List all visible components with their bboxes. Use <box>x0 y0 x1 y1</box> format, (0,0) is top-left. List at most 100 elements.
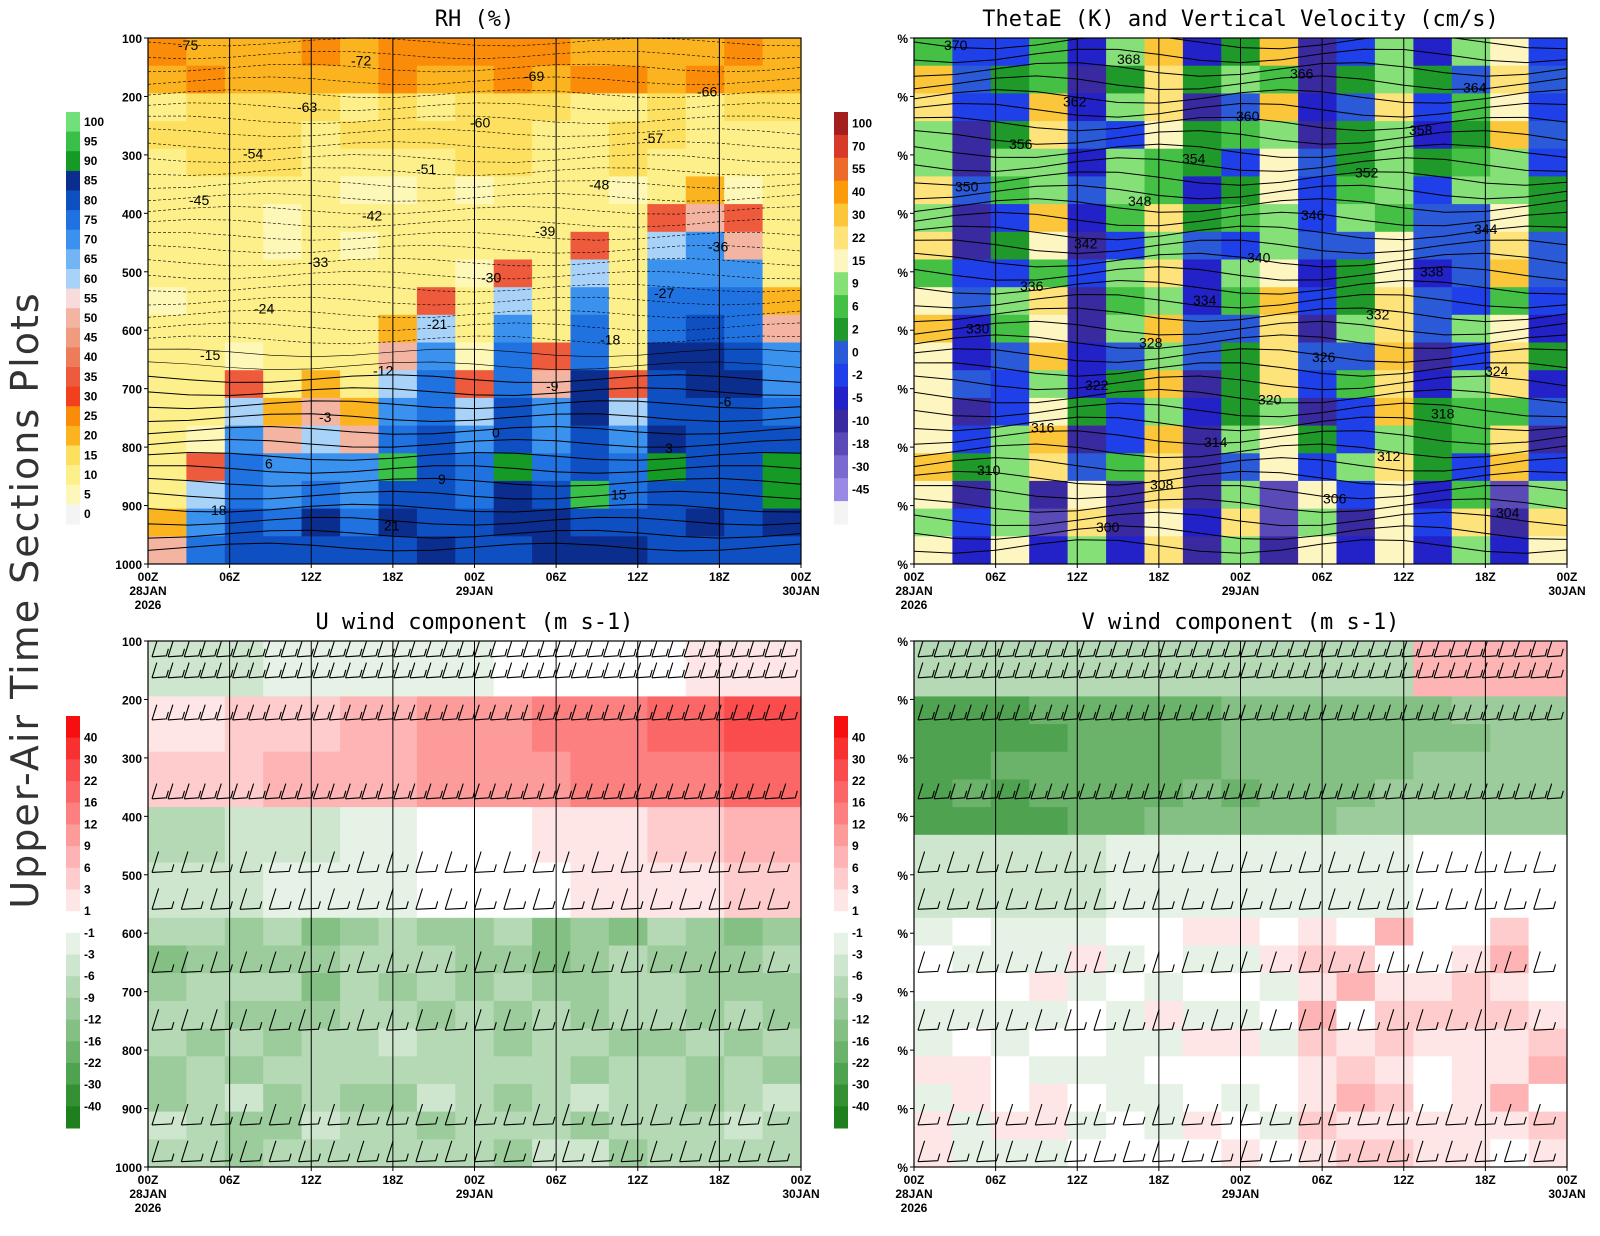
field-cell <box>608 917 649 947</box>
wind-barb <box>239 1009 263 1031</box>
wind-barb <box>409 641 427 658</box>
colorbar-swatch <box>834 134 848 159</box>
wind-barb <box>1474 888 1498 910</box>
field-cell <box>1298 176 1338 205</box>
wind-barb <box>1078 704 1097 721</box>
field-cell <box>1067 973 1107 1002</box>
field-cell <box>1182 314 1223 344</box>
wind-barb <box>1122 851 1146 873</box>
field-cell <box>762 696 801 725</box>
field-cell <box>685 1028 725 1058</box>
field-cell <box>1336 807 1376 836</box>
field-cell <box>1336 1083 1376 1113</box>
field-cell <box>914 1056 954 1085</box>
field-cell <box>416 1139 457 1167</box>
field-cell <box>378 287 418 316</box>
colorbar-swatch <box>834 272 848 296</box>
field-cell <box>1259 668 1299 698</box>
wind-barb <box>503 851 527 873</box>
contour-label: -72 <box>351 53 371 69</box>
wind-barb <box>1445 951 1469 973</box>
field-cell <box>378 93 418 122</box>
field-cell <box>1528 1056 1567 1085</box>
field-cell <box>1336 342 1376 371</box>
field-cell <box>1413 231 1453 261</box>
field-cell <box>1490 453 1530 482</box>
field-cell <box>685 121 725 150</box>
field-cell <box>570 1028 610 1058</box>
field-cell <box>685 724 725 753</box>
field-cell <box>1029 65 1069 95</box>
field-cell <box>608 231 649 261</box>
field-cell <box>952 641 992 670</box>
wind-barb <box>1357 951 1381 973</box>
field-cell <box>493 204 533 233</box>
field-cell <box>1336 751 1376 781</box>
field-cell <box>570 1111 610 1141</box>
wind-barb <box>532 888 556 910</box>
wind-barb <box>1181 1009 1205 1031</box>
wind-barb <box>586 704 605 721</box>
contour-label: -66 <box>697 84 717 100</box>
colorbar-label: -30 <box>852 460 870 474</box>
field-cell <box>416 287 457 316</box>
field-cell <box>1451 425 1491 455</box>
field-cell <box>990 751 1030 781</box>
wind-barb <box>327 1103 351 1126</box>
field-cell <box>148 65 188 95</box>
field-cell <box>148 1139 188 1167</box>
field-cell <box>762 1083 801 1113</box>
colorbar-swatch <box>834 432 848 456</box>
wind-barb <box>1159 704 1177 721</box>
colorbar-swatch <box>66 954 80 977</box>
colorbar-label: 3 <box>84 882 91 896</box>
wind-barb <box>748 783 766 800</box>
field-cell <box>1374 121 1415 150</box>
field-cell <box>762 1028 801 1058</box>
wind-barb <box>591 888 615 910</box>
field-cell <box>493 1056 533 1085</box>
field-cell <box>340 231 380 261</box>
wind-barb <box>232 662 250 679</box>
colorbar-label: -18 <box>852 437 870 451</box>
field-cell <box>416 148 457 178</box>
wind-barb <box>570 641 589 658</box>
field-cell <box>647 1000 687 1030</box>
field-cell <box>952 121 992 150</box>
x-tick-label: 06Z <box>1312 1173 1333 1187</box>
wind-barb <box>976 888 999 910</box>
wind-barb <box>232 783 250 800</box>
field-cell <box>952 779 992 808</box>
colorbar-swatch <box>834 203 848 227</box>
y-tick-label: 800 <box>122 1044 142 1058</box>
wind-barb <box>1433 704 1451 721</box>
contour-label: 320 <box>1258 391 1282 407</box>
field-cell <box>1106 314 1146 344</box>
wind-barb <box>1005 951 1029 973</box>
wind-barb <box>248 704 266 721</box>
field-cell <box>378 807 418 836</box>
colorbar-swatch <box>834 478 848 502</box>
field-cell <box>1144 1111 1184 1141</box>
contour-label: -6 <box>719 394 732 410</box>
field-cell <box>1336 397 1376 427</box>
colorbar-label: 10 <box>84 468 98 482</box>
wind-barb <box>210 1009 233 1031</box>
colorbar-swatch <box>66 824 80 847</box>
wind-barb <box>444 1140 468 1163</box>
wind-barb <box>1122 1009 1146 1031</box>
field-cell <box>1106 751 1146 781</box>
field-cell <box>724 973 764 1002</box>
wind-barb <box>561 951 585 973</box>
field-cell <box>1029 862 1069 891</box>
wind-barb <box>737 951 761 973</box>
field-cell <box>416 668 457 698</box>
field-cell <box>224 751 264 781</box>
field-cell <box>186 973 226 1002</box>
field-cell <box>1259 1083 1299 1113</box>
field-cell <box>914 917 954 947</box>
y-tick-label: % <box>897 869 908 883</box>
contour-label: -60 <box>470 115 490 131</box>
field-cell <box>1528 176 1567 205</box>
field-cell <box>186 38 226 67</box>
